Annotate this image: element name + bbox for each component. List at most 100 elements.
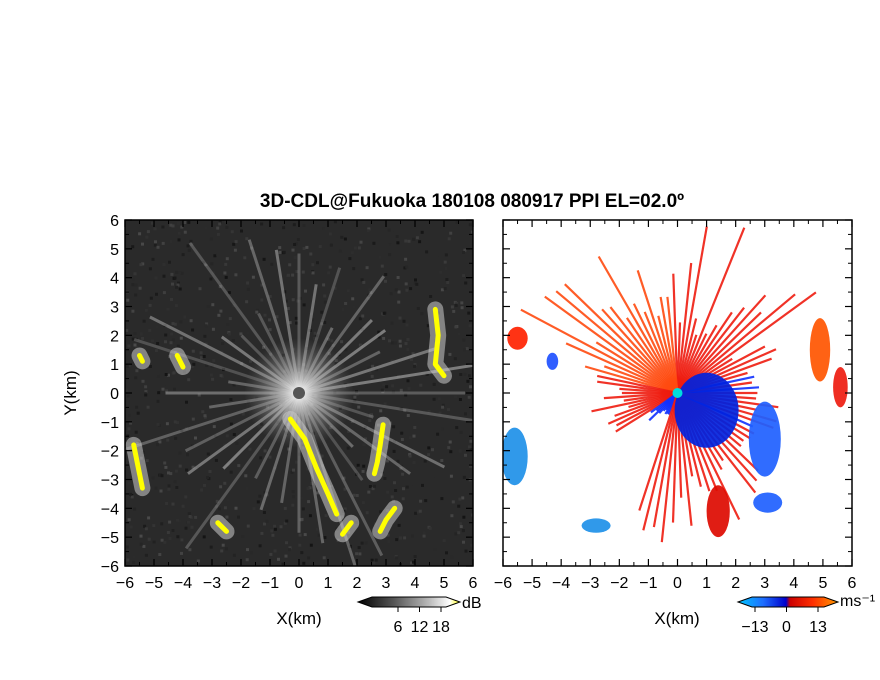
snr-noise-speckle xyxy=(241,535,245,539)
velocity-axis-ticks: −6 −5 −4 −3 −2 −1 0 1 2 3 4 5 6 xyxy=(494,219,857,592)
snr-noise-speckle xyxy=(309,543,313,547)
snr-noise-speckle xyxy=(404,393,408,397)
snr-noise-speckle xyxy=(232,383,236,387)
snr-noise-speckle xyxy=(232,304,236,307)
snr-noise-speckle xyxy=(353,399,357,402)
snr-noise-speckle xyxy=(201,261,205,264)
snr-noise-speckle xyxy=(291,490,295,494)
snr-noise-speckle xyxy=(144,527,148,531)
snr-y-axis-title: Y(km) xyxy=(61,370,80,415)
snr-noise-speckle xyxy=(298,452,302,456)
snr-noise-speckle xyxy=(188,548,192,552)
snr-x-tick-label: 2 xyxy=(353,575,362,592)
snr-noise-speckle xyxy=(447,446,451,450)
snr-noise-speckle xyxy=(209,545,213,549)
snr-noise-speckle xyxy=(302,247,306,251)
snr-noise-speckle xyxy=(223,506,227,510)
snr-noise-speckle xyxy=(189,239,193,243)
snr-noise-speckle xyxy=(408,436,412,440)
snr-noise-speckle xyxy=(212,359,216,363)
snr-noise-speckle xyxy=(147,516,151,520)
snr-noise-speckle xyxy=(246,524,250,528)
snr-noise-speckle xyxy=(262,345,265,349)
snr-noise-speckle xyxy=(225,257,229,261)
snr-y-tick-label: −6 xyxy=(101,559,119,576)
snr-noise-speckle xyxy=(323,294,327,298)
velocity-x-tick-label: −5 xyxy=(523,575,541,592)
velocity-x-tick-label: 1 xyxy=(702,575,711,592)
snr-noise-speckle xyxy=(268,318,271,322)
snr-noise-speckle xyxy=(455,220,459,224)
snr-noise-speckle xyxy=(127,481,131,485)
snr-noise-speckle xyxy=(311,263,315,267)
snr-noise-speckle xyxy=(370,361,374,365)
snr-noise-speckle xyxy=(346,289,350,293)
snr-noise-speckle xyxy=(459,525,463,529)
snr-noise-speckle xyxy=(447,408,450,412)
snr-noise-speckle xyxy=(382,336,386,340)
snr-noise-speckle xyxy=(171,502,175,506)
snr-noise-speckle xyxy=(464,549,468,553)
snr-noise-speckle xyxy=(408,454,412,458)
snr-noise-speckle xyxy=(464,281,468,285)
snr-noise-speckle xyxy=(469,464,473,468)
snr-noise-speckle xyxy=(390,321,394,325)
snr-noise-speckle xyxy=(310,482,314,486)
snr-noise-speckle xyxy=(433,548,437,551)
snr-noise-speckle xyxy=(462,515,466,519)
snr-noise-speckle xyxy=(151,257,155,261)
snr-noise-speckle xyxy=(163,461,167,465)
snr-noise-speckle xyxy=(395,556,399,560)
snr-noise-speckle xyxy=(143,347,146,351)
snr-noise-speckle xyxy=(263,449,267,453)
snr-noise-speckle xyxy=(177,238,181,242)
velocity-beam-ray xyxy=(660,392,679,543)
snr-noise-speckle xyxy=(186,244,190,248)
snr-noise-speckle xyxy=(148,303,152,307)
snr-noise-speckle xyxy=(288,546,292,550)
snr-noise-speckle xyxy=(370,558,374,562)
snr-noise-speckle xyxy=(161,387,165,391)
snr-noise-speckle xyxy=(127,518,131,522)
snr-noise-speckle xyxy=(298,533,302,537)
snr-noise-speckle xyxy=(263,522,266,526)
snr-noise-speckle xyxy=(218,222,222,226)
snr-noise-speckle xyxy=(184,495,188,499)
snr-noise-speckle xyxy=(421,483,424,487)
velocity-beam-ray xyxy=(544,295,679,394)
snr-noise-speckle xyxy=(180,551,183,555)
snr-noise-speckle xyxy=(322,556,326,560)
snr-noise-speckle xyxy=(146,230,150,234)
snr-noise-speckle xyxy=(392,425,396,429)
snr-noise-speckle xyxy=(253,473,257,477)
velocity-x-tick-label: 2 xyxy=(731,575,740,592)
snr-noise-speckle xyxy=(141,242,144,246)
snr-noise-speckle xyxy=(211,303,215,307)
snr-noise-speckle xyxy=(436,432,440,436)
snr-noise-speckle xyxy=(440,497,444,501)
snr-noise-speckle xyxy=(442,539,446,543)
snr-noise-speckle xyxy=(179,336,183,340)
snr-noise-speckle xyxy=(190,525,194,529)
snr-noise-speckle xyxy=(460,306,464,310)
snr-noise-speckle xyxy=(392,449,396,453)
snr-noise-speckle xyxy=(447,237,451,241)
snr-noise-speckle xyxy=(127,344,131,348)
snr-noise-speckle xyxy=(342,476,346,480)
snr-x-tick-label: 4 xyxy=(411,575,420,592)
snr-noise-speckle xyxy=(125,388,128,392)
snr-noise-speckle xyxy=(287,273,290,277)
snr-noise-speckle xyxy=(161,241,165,245)
snr-noise-speckle xyxy=(194,515,198,519)
snr-noise-speckle xyxy=(355,552,359,556)
velocity-colorbar-bar xyxy=(736,596,840,608)
snr-noise-speckle xyxy=(457,332,461,336)
snr-noise-speckle xyxy=(441,405,445,409)
snr-noise-speckle xyxy=(398,344,402,348)
velocity-beam-ray xyxy=(564,283,679,394)
snr-noise-speckle xyxy=(423,459,427,463)
snr-noise-speckle xyxy=(218,220,222,224)
snr-x-tick-label: −1 xyxy=(261,575,279,592)
snr-noise-speckle xyxy=(127,413,131,417)
